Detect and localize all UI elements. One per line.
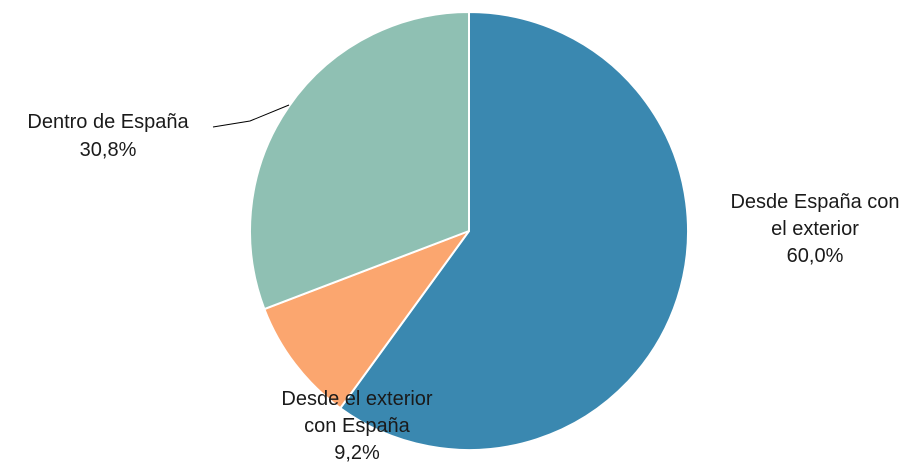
slice-label-dentro-de-espana: Dentro de España 30,8% — [27, 111, 189, 161]
slice-2-label-line-1: Dentro de España — [27, 111, 189, 133]
slice-1-label-line-1: Desde el exterior — [281, 388, 433, 410]
pie-slices — [249, 11, 690, 451]
leader-line-dentro-de-espana — [212, 104, 290, 128]
pie-slice-0 — [339, 11, 690, 451]
slice-1-value-label: 9,2% — [334, 442, 380, 464]
slice-2-value-label: 30,8% — [80, 139, 137, 161]
pie-slice-1 — [263, 230, 470, 410]
slice-0-label-line-1: Desde España con — [730, 191, 899, 213]
pie-slice-2 — [249, 11, 470, 311]
slice-label-desde-el-exterior-con-espana: Desde el exterior con España 9,2% — [281, 388, 433, 464]
slice-0-value-label: 60,0% — [787, 245, 844, 267]
slice-label-desde-espana-con-el-exterior: Desde España con el exterior 60,0% — [730, 191, 899, 267]
slice-1-label-line-2: con España — [304, 415, 411, 437]
slice-0-label-line-2: el exterior — [771, 218, 859, 240]
